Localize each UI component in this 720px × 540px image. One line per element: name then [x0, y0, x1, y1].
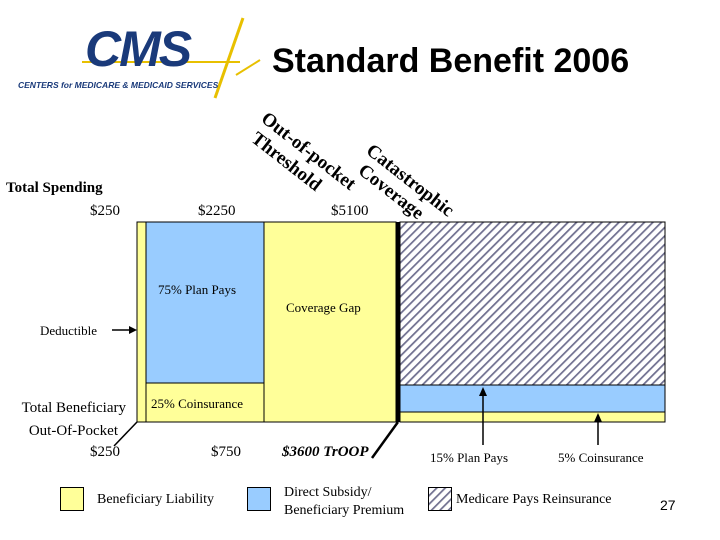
- deductible-label: Deductible: [40, 323, 98, 338]
- page-number: 27: [660, 497, 676, 513]
- total-spending-label: Total Spending: [6, 180, 103, 196]
- coverage-gap-label: Coverage Gap: [286, 300, 361, 315]
- legend-beneficiary-label: Beneficiary Liability: [97, 492, 215, 507]
- logo-subtext: CENTERS for MEDICARE & MEDICAID SERVICES: [18, 80, 219, 90]
- troop-label: $3600 TrOOP: [282, 444, 369, 460]
- beneficiary-initial: $750: [211, 444, 241, 460]
- page-title: Standard Benefit 2006: [272, 42, 630, 80]
- spending-oop-limit: $5100: [331, 203, 369, 219]
- catastrophic-plan-region: [399, 384, 666, 413]
- beneficiary-label-2: Out-Of-Pocket: [28, 423, 118, 439]
- coinsurance-label: 25% Coinsurance: [151, 396, 244, 411]
- legend-beneficiary-swatch: [60, 487, 84, 511]
- plan-pays-label: 75% Plan Pays: [158, 282, 236, 297]
- coverage-gap-region: [263, 221, 397, 423]
- legend-reinsurance-swatch: [428, 487, 452, 511]
- beneficiary-label-1: Total Beneficiary: [21, 400, 126, 416]
- legend-subsidy-swatch: [247, 487, 271, 511]
- catastrophic-coinsurance-region: [399, 411, 666, 423]
- beneficiary-pointer: [113, 421, 138, 447]
- deductible-region: [136, 221, 147, 423]
- spending-deductible: $250: [90, 203, 120, 219]
- reinsurance-region: [399, 221, 666, 386]
- catastrophic-coinsurance-label: 5% Coinsurance: [558, 450, 644, 465]
- catastrophic-plan-label: 15% Plan Pays: [430, 450, 508, 465]
- cms-logo: [82, 17, 261, 99]
- legend-reinsurance-label: Medicare Pays Reinsurance: [456, 492, 612, 507]
- legend-subsidy-label-1: Direct Subsidy/: [284, 485, 372, 500]
- spending-initial-limit: $2250: [198, 203, 236, 219]
- logo-text: CMS: [85, 21, 192, 77]
- beneficiary-deductible: $250: [90, 444, 120, 460]
- troop-pointer: [370, 421, 400, 459]
- legend-subsidy-label-2: Beneficiary Premium: [284, 503, 405, 518]
- plan-pays-region: [145, 221, 265, 384]
